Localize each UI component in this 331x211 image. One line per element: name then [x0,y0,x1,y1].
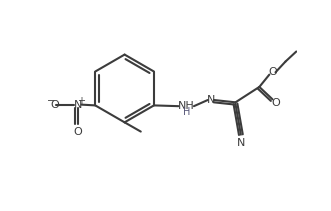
Text: N: N [207,95,215,105]
Text: H: H [183,107,191,117]
Text: O: O [268,67,277,77]
Text: N: N [73,100,82,110]
Text: −: − [47,96,56,106]
Text: O: O [50,100,59,110]
Text: +: + [77,96,85,106]
Text: NH: NH [178,101,195,111]
Text: N: N [237,138,245,148]
Text: O: O [271,98,280,108]
Text: O: O [73,127,82,137]
